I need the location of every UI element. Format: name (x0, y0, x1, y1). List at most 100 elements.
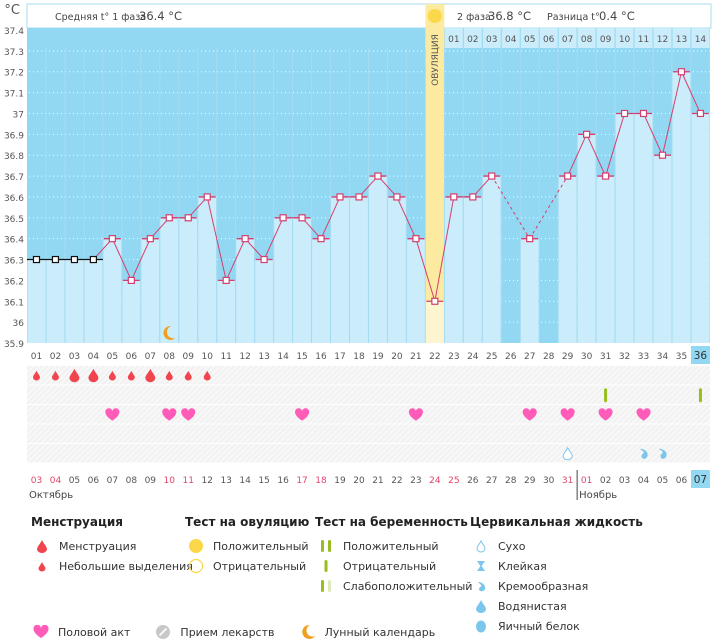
calendar-date-label: 19 (334, 476, 346, 486)
legend-title-menstruation: Менструация (31, 515, 123, 529)
calendar-date-label: 03 (619, 476, 630, 486)
cycle-day-label: 33 (638, 352, 649, 362)
heart-icon (181, 408, 196, 421)
y-tick-label: 35.9 (4, 340, 24, 350)
event-row (27, 405, 710, 424)
ovulation-lower-fill (425, 301, 445, 343)
temperature-bar (387, 196, 406, 343)
legend-item-dry: Сухо (470, 536, 643, 556)
legend-label: Прием лекарств (180, 625, 275, 639)
luteal-day-label: 07 (562, 35, 573, 45)
cycle-day-label: 13 (258, 352, 269, 362)
cycle-day-label: 19 (372, 352, 384, 362)
cycle-day-label: 36 (694, 350, 708, 362)
calendar-date-label: 21 (372, 476, 383, 486)
temperature-bar (444, 196, 463, 343)
calendar-date-label: 08 (126, 476, 138, 486)
temperature-bar (349, 196, 368, 343)
y-tick-label: 36.5 (4, 215, 24, 225)
pregnancy-test-negative-icon (698, 388, 702, 403)
y-tick-label: 36.3 (4, 257, 24, 267)
circle-outline-icon (185, 558, 207, 574)
cycle-day-label: 20 (391, 352, 403, 362)
calendar-date-label: 11 (183, 476, 194, 486)
temperature-point (184, 214, 192, 222)
luteal-day-label: 08 (581, 35, 593, 45)
luteal-day-label: 14 (695, 35, 707, 45)
y-tick-label: 37.2 (4, 69, 24, 79)
cycle-day-label: 32 (619, 352, 630, 362)
temperature-bar (406, 238, 425, 343)
temperature-bar (596, 176, 615, 343)
calendar-date-label: 04 (50, 476, 62, 486)
luteal-day-label: 05 (524, 35, 535, 45)
temperature-bar (634, 113, 653, 343)
luteal-day-cell (653, 28, 672, 48)
cycle-day-label: 07 (145, 352, 156, 362)
cycle-day-label: 08 (164, 352, 176, 362)
legend-label: Небольшие выделения (59, 559, 193, 573)
calendar-date-label: 01 (581, 476, 592, 486)
luteal-day-cell (596, 28, 615, 48)
calendar-date-label: 02 (600, 476, 611, 486)
temperature-bar (141, 238, 160, 343)
cycle-day-label: 06 (126, 352, 138, 362)
legend-item-ovulation-negative: Отрицательный (185, 556, 309, 576)
cycle-day-label: 28 (543, 352, 555, 362)
luteal-day-label: 09 (600, 35, 612, 45)
legend-pregnancy-test: Тест на беременность Положительный Отриц… (315, 515, 472, 596)
calendar-date-label: 23 (410, 476, 421, 486)
cycle-day-label: 09 (183, 352, 195, 362)
legend: Менструация Менструация Небольшие выделе… (0, 515, 720, 639)
luteal-day-label: 04 (505, 35, 517, 45)
drop-outline-icon (470, 539, 492, 553)
blood-drop-small-icon (203, 370, 211, 381)
temperature-bar (463, 196, 482, 343)
calendar-date-label: 03 (31, 476, 42, 486)
event-row (27, 366, 710, 385)
drop-outline-icon (562, 446, 573, 461)
blood-drop-small-icon (127, 370, 135, 381)
legend-ovulation-test: Тест на овуляцию Положительный Отрицател… (185, 515, 309, 576)
temperature-bar (255, 259, 274, 343)
calendar-date-label: 04 (638, 476, 650, 486)
y-tick-label: 36.7 (4, 173, 24, 183)
calendar-date-label: 07 (694, 474, 707, 486)
blood-drop-small-icon (51, 370, 59, 381)
month-label: Октябрь (29, 490, 73, 500)
today-pointer (697, 488, 704, 491)
calendar-date-label: 15 (258, 476, 269, 486)
blood-drop-small-icon (31, 560, 53, 572)
temperature-line-segment (206, 196, 227, 281)
temperature-line-segment (567, 134, 588, 177)
legend-item-ovulation-positive: Положительный (185, 536, 309, 556)
temperature-point (203, 193, 211, 201)
cycle-day-label: 29 (562, 352, 574, 362)
legend-label: Яичный белок (498, 619, 580, 633)
legend-label: Лунный календарь (324, 625, 436, 639)
temperature-bar (672, 71, 691, 343)
event-row (27, 444, 710, 463)
heart-icon (522, 408, 537, 421)
header-bar (26, 3, 712, 29)
temperature-point (450, 193, 458, 201)
calendar-date-label: 12 (201, 476, 212, 486)
event-row (27, 424, 710, 443)
luteal-day-cell (444, 28, 463, 48)
legend-label: Водянистая (498, 599, 567, 613)
temperature-point (222, 276, 230, 284)
legend-item-pregnancy-faint: Слабоположительный (315, 576, 472, 596)
ovulation-sun-icon (427, 9, 442, 23)
temperature-bar (46, 259, 65, 343)
cycle-day-label: 23 (448, 352, 459, 362)
luteal-day-cell (520, 28, 539, 48)
temperature-line-segment (681, 71, 701, 114)
phase1-label: Средняя t° 1 фаза (55, 12, 146, 23)
calendar-date-label: 06 (88, 476, 100, 486)
temperature-point (260, 255, 268, 264)
temperature-point (146, 235, 154, 243)
temperature-point (298, 214, 306, 222)
luteal-day-label: 06 (543, 35, 555, 45)
y-tick-label: 36.1 (4, 298, 24, 308)
temperature-point (601, 172, 610, 180)
